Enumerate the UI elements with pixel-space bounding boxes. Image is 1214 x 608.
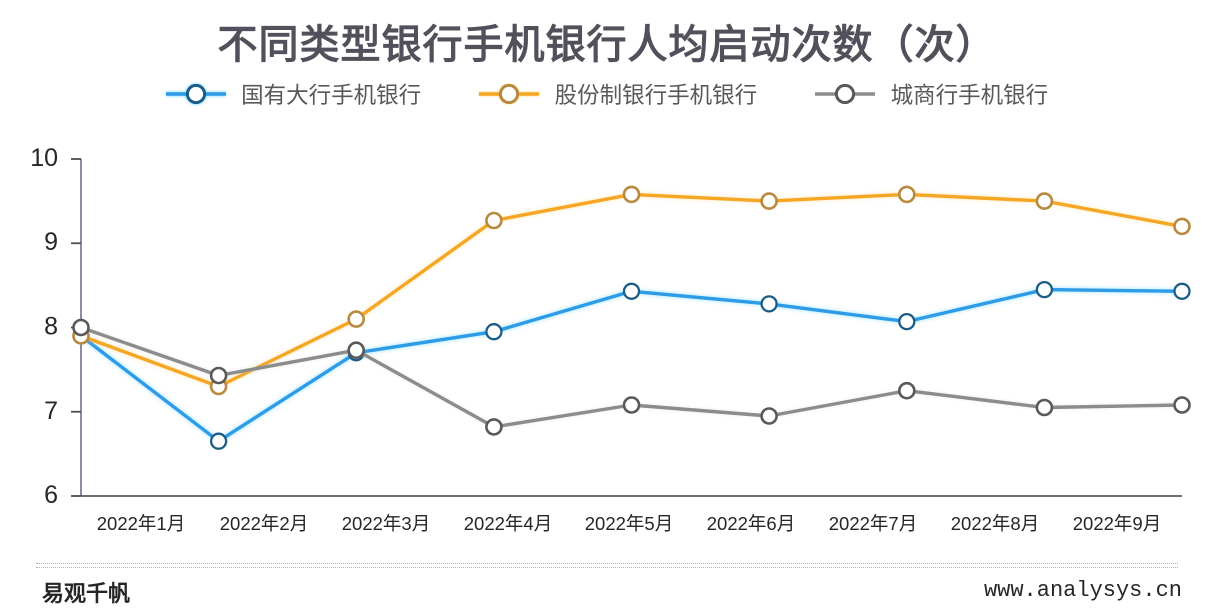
svg-text:8: 8: [44, 313, 58, 341]
svg-text:9: 9: [44, 228, 58, 256]
svg-text:2022年2月: 2022年2月: [220, 513, 308, 534]
svg-text:2022年1月: 2022年1月: [97, 513, 185, 534]
svg-text:2022年7月: 2022年7月: [829, 513, 917, 534]
svg-text:6: 6: [44, 481, 58, 509]
svg-text:2022年5月: 2022年5月: [585, 513, 673, 534]
svg-text:2022年9月: 2022年9月: [1073, 513, 1161, 534]
svg-text:2022年3月: 2022年3月: [342, 513, 430, 534]
svg-text:2022年8月: 2022年8月: [951, 513, 1039, 534]
svg-text:2022年6月: 2022年6月: [707, 513, 795, 534]
svg-text:2022年4月: 2022年4月: [464, 513, 552, 534]
svg-text:10: 10: [30, 144, 58, 172]
svg-text:7: 7: [44, 397, 58, 425]
